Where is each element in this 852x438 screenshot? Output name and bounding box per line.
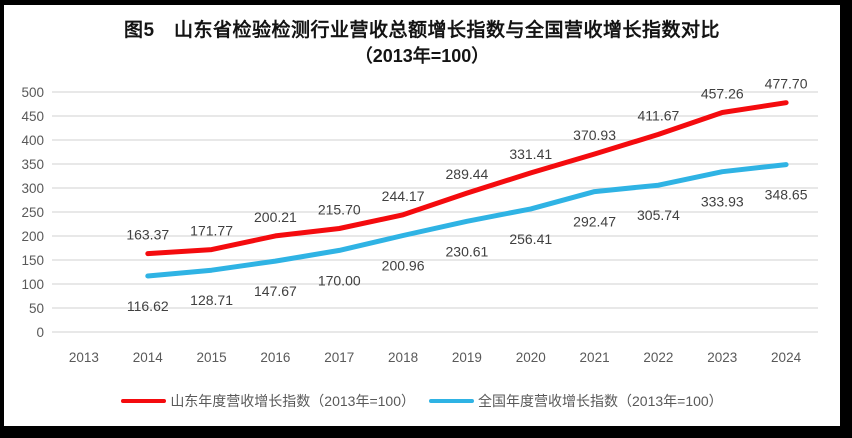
data-label-shandong: 200.21 <box>254 209 297 225</box>
data-label-shandong: 289.44 <box>446 166 489 182</box>
y-tick-label: 400 <box>21 133 44 148</box>
chart-title: 图5 山东省检验检测行业营收总额增长指数与全国营收增长指数对比 （2013年=1… <box>4 18 840 68</box>
x-tick-label: 2018 <box>388 350 418 365</box>
y-tick-label: 100 <box>21 277 44 292</box>
data-label-shandong: 411.67 <box>638 107 680 123</box>
chart-legend: 山东年度营收增长指数（2013年=100） 全国年度营收增长指数（2013年=1… <box>4 391 840 411</box>
data-label-national: 230.61 <box>446 243 489 259</box>
y-tick-label: 350 <box>21 157 44 172</box>
y-tick-label: 150 <box>21 253 44 268</box>
data-label-shandong: 215.70 <box>318 201 361 217</box>
y-tick-label: 250 <box>21 205 44 220</box>
data-label-shandong: 477.70 <box>765 76 808 92</box>
data-label-shandong: 244.17 <box>382 188 425 204</box>
legend-swatch-national <box>429 398 474 404</box>
data-label-shandong: 331.41 <box>509 146 552 162</box>
legend-label-shandong: 山东年度营收增长指数（2013年=100） <box>170 393 415 409</box>
x-tick-label: 2024 <box>771 350 802 365</box>
x-tick-label: 2019 <box>452 350 482 365</box>
series-line-shandong <box>145 100 789 257</box>
y-tick-label: 50 <box>29 301 44 316</box>
data-label-shandong: 163.37 <box>126 227 169 243</box>
data-label-national: 348.65 <box>765 187 808 203</box>
series-line-national <box>145 162 789 279</box>
data-label-national: 128.71 <box>190 292 233 308</box>
legend-swatch-shandong <box>121 398 167 404</box>
data-label-national: 200.96 <box>382 258 425 274</box>
x-tick-label: 2021 <box>580 350 610 365</box>
data-label-national: 305.74 <box>637 207 680 223</box>
data-label-national: 170.00 <box>318 272 361 288</box>
y-tick-label: 200 <box>21 229 44 244</box>
x-tick-label: 2015 <box>197 350 227 365</box>
chart-title-line2: （2013年=100） <box>354 46 490 66</box>
x-tick-label: 2022 <box>643 350 673 365</box>
y-tick-label: 300 <box>21 181 44 196</box>
y-tick-label: 450 <box>21 109 44 124</box>
x-tick-label: 2016 <box>260 350 290 365</box>
x-tick-label: 2023 <box>707 350 737 365</box>
line-chart: 0 50 100 150 200 250 300 350 400 450 500 2013 2014 20… <box>21 76 818 365</box>
legend-item-shandong: 山东年度营收增长指数（2013年=100） <box>121 391 415 411</box>
y-tick-label: 500 <box>21 85 44 100</box>
x-tick-label: 2014 <box>133 350 164 365</box>
legend-item-national: 全国年度营收增长指数（2013年=100） <box>429 391 723 411</box>
y-tick-label: 0 <box>36 325 44 340</box>
data-label-national: 333.93 <box>701 194 744 210</box>
data-label-national: 116.62 <box>127 298 169 314</box>
data-label-shandong: 370.93 <box>573 127 616 143</box>
data-label-shandong: 171.77 <box>190 223 233 239</box>
data-label-national: 292.47 <box>573 214 616 230</box>
data-label-national: 147.67 <box>254 283 297 299</box>
data-label-shandong: 457.26 <box>701 86 744 102</box>
legend-label-national: 全国年度营收增长指数（2013年=100） <box>478 393 723 409</box>
x-tick-label: 2013 <box>69 350 99 365</box>
x-tick-label: 2020 <box>516 350 546 365</box>
x-tick-label: 2017 <box>324 350 354 365</box>
data-label-national: 256.41 <box>509 231 552 247</box>
chart-title-line1: 图5 山东省检验检测行业营收总额增长指数与全国营收增长指数对比 <box>123 20 721 41</box>
